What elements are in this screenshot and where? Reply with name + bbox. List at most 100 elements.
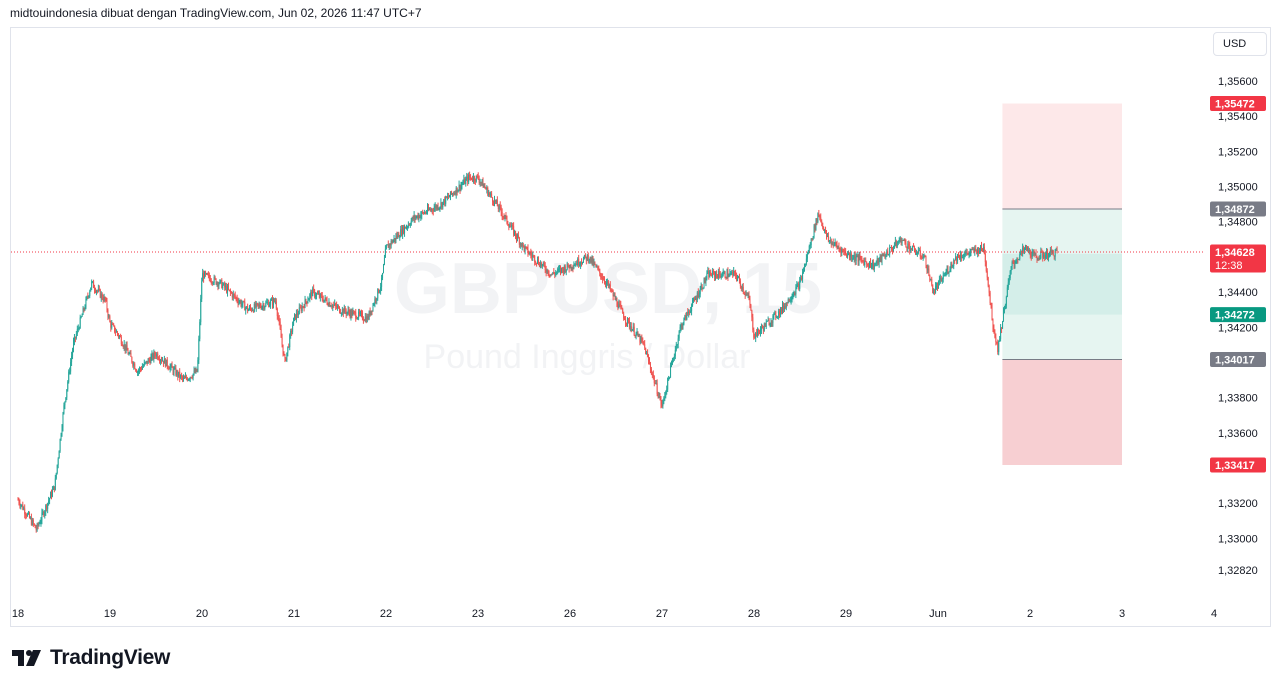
candle-body: [734, 270, 736, 273]
candle-body: [534, 255, 536, 262]
candle-body: [236, 297, 238, 301]
candle-body: [501, 212, 503, 217]
candle-body: [19, 503, 21, 507]
candle-body: [177, 371, 179, 377]
candle-body: [825, 230, 827, 232]
candle-body: [309, 294, 311, 299]
candle-body: [433, 208, 435, 212]
candle-body: [250, 307, 252, 309]
candle-body: [896, 242, 898, 247]
candle-body: [941, 279, 943, 282]
candle-body: [480, 182, 482, 184]
candle-body: [612, 290, 614, 297]
candle-body: [545, 270, 547, 273]
candle-body: [212, 282, 214, 284]
candle-body: [532, 255, 534, 257]
candle-body: [538, 264, 540, 267]
candle-body: [866, 261, 868, 265]
candle-body: [652, 374, 654, 377]
candle-body: [320, 293, 322, 296]
candle-body: [412, 217, 414, 220]
candle-body: [425, 212, 427, 214]
candle-body: [731, 272, 733, 274]
candle-body: [471, 179, 473, 181]
candle-body: [494, 199, 496, 203]
last-price-tag-text: 1,34628: [1215, 247, 1255, 259]
candle-body: [144, 362, 146, 364]
mid-tag-text: 1,34272: [1215, 310, 1255, 322]
candle-body: [429, 209, 431, 211]
candle-body: [674, 349, 676, 357]
candle-body: [294, 314, 296, 320]
candle-body: [49, 498, 51, 501]
candle-body: [1050, 249, 1052, 253]
candle-body: [214, 277, 216, 279]
candle-body: [198, 338, 200, 361]
candle-body: [781, 304, 783, 312]
candle-body: [89, 291, 91, 296]
candle-body: [40, 520, 42, 524]
candle-body: [385, 245, 387, 249]
candle-body: [192, 373, 194, 378]
candle-body: [154, 352, 156, 356]
candle-body: [756, 332, 758, 337]
candle-body: [989, 292, 991, 303]
candle-body: [914, 246, 916, 251]
candle-body: [1046, 250, 1048, 256]
candle-body: [867, 264, 869, 266]
candle-body: [664, 396, 666, 398]
candle-body: [348, 310, 350, 313]
candle-body: [768, 320, 770, 326]
x-tick-label: 27: [656, 608, 668, 620]
candle-body: [234, 294, 236, 298]
candle-body: [512, 225, 514, 227]
candle-body: [93, 281, 95, 289]
candle-body: [853, 255, 855, 259]
candle-body: [482, 180, 484, 188]
candle-body: [478, 178, 480, 183]
candle-body: [57, 458, 59, 465]
candle-body: [264, 306, 266, 309]
candle-body: [626, 318, 628, 324]
candle-body: [984, 253, 986, 263]
tradingview-logo[interactable]: TradingView: [12, 646, 170, 670]
candle-body: [108, 316, 110, 318]
candle-body: [172, 367, 174, 373]
candle-body: [205, 273, 207, 275]
candle-body: [260, 307, 262, 309]
candle-body: [88, 295, 90, 297]
candle-body: [950, 263, 952, 270]
candle-body: [535, 261, 537, 263]
candle-body: [428, 209, 430, 211]
candle-body: [362, 319, 364, 321]
candle-body: [939, 277, 941, 280]
candle-body: [737, 277, 739, 279]
candle-body: [424, 212, 426, 214]
candle-body: [411, 217, 413, 221]
candle-body: [1034, 253, 1036, 255]
candle-body: [414, 215, 416, 219]
candle-body: [516, 235, 518, 239]
candle-body: [800, 278, 802, 281]
candle-body: [712, 270, 714, 277]
candle-body: [119, 335, 121, 338]
candle-body: [809, 244, 811, 247]
candle-body: [751, 310, 753, 318]
candle-body: [39, 523, 41, 525]
candle-body: [803, 264, 805, 272]
candle-body: [28, 512, 30, 518]
target-tag-text: 1,35472: [1215, 99, 1255, 111]
candle-body: [871, 262, 873, 267]
currency-button[interactable]: USD: [1213, 32, 1267, 56]
candle-body: [586, 255, 588, 261]
candle-body: [878, 258, 880, 264]
candle-body: [311, 291, 313, 297]
candle-body: [272, 299, 274, 306]
target-zone-upper: [1002, 103, 1122, 210]
candle-body: [156, 353, 158, 357]
candle-body: [392, 240, 394, 244]
x-tick-label: Jun: [929, 608, 947, 620]
stop-zone: [1002, 359, 1122, 465]
candle-body: [841, 249, 843, 254]
